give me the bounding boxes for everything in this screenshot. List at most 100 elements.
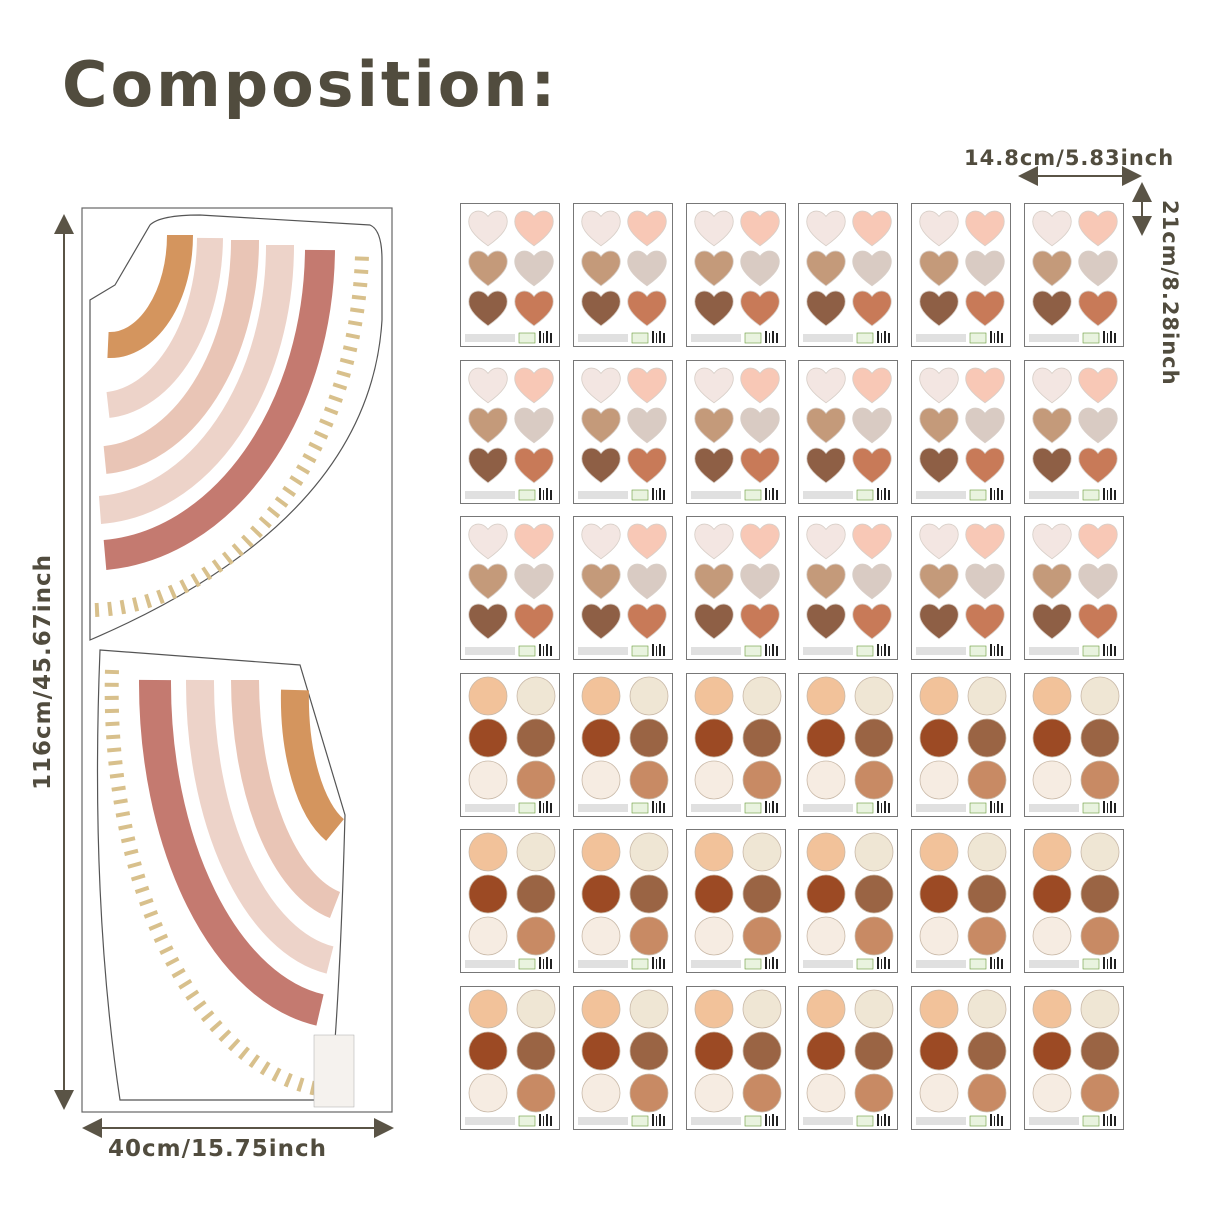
heart-sticker (627, 447, 667, 483)
sheet-label-text (577, 647, 628, 655)
sheet-label-text (803, 647, 854, 655)
heart-sticker (919, 447, 959, 483)
heart-sticker (468, 603, 508, 640)
barcode (1103, 800, 1116, 813)
brand-logo (744, 489, 761, 500)
barcode (651, 800, 665, 813)
circle-sticker-sheet (798, 672, 899, 817)
heart-sticker (919, 563, 959, 600)
heart-sticker (965, 367, 1005, 403)
circle-sticker (629, 676, 669, 715)
brand-logo (969, 489, 987, 500)
brand-logo (518, 1115, 536, 1126)
circle-sticker (629, 874, 669, 914)
circle-sticker (1080, 916, 1120, 956)
circle-sticker (1032, 718, 1072, 757)
heart-sticker (514, 290, 554, 327)
heart-sticker (514, 210, 554, 247)
sheet-label-text (690, 960, 741, 968)
circle-sticker (854, 874, 894, 914)
sheet-label-text (916, 334, 967, 342)
circle-sticker (694, 874, 733, 914)
circle-sticker (1080, 874, 1120, 914)
sheet-height-label: 21cm/8.28inch (1158, 200, 1182, 386)
circle-sticker (1032, 676, 1072, 715)
heart-sticker (581, 210, 621, 247)
heart-sticker (468, 250, 508, 287)
sheet-label-text (803, 1116, 854, 1125)
circle-sticker (1032, 832, 1072, 872)
sheet-label-text (803, 803, 854, 812)
heart-sticker (806, 603, 847, 640)
circle-sticker (806, 832, 846, 872)
heart-sticker (919, 250, 959, 287)
circle-sticker (1032, 874, 1072, 914)
heart-sticker (693, 523, 734, 560)
heart-sticker (806, 407, 847, 443)
heart-sticker (627, 250, 667, 287)
heart-sticker (514, 367, 554, 403)
brand-logo (857, 958, 874, 970)
circle-sticker (854, 916, 894, 956)
circle-sticker (854, 760, 894, 799)
heart-sticker (965, 407, 1005, 443)
circle-sticker (806, 989, 846, 1028)
circle-sticker (468, 676, 508, 715)
circle-sticker (468, 874, 508, 914)
circle-sticker (919, 989, 959, 1028)
panel-width-label: 40cm/15.75inch (108, 1136, 328, 1162)
heart-sticker (852, 603, 893, 640)
brand-logo (1082, 489, 1100, 500)
sheet-label-text (1029, 647, 1079, 655)
circle-sticker (694, 1031, 733, 1070)
circle-sticker (694, 989, 733, 1028)
barcode (764, 331, 778, 343)
circle-sticker (468, 989, 508, 1028)
heart-sticker (739, 407, 780, 443)
circle-sticker (854, 676, 894, 715)
circle-sticker (742, 989, 781, 1028)
heart-sticker (919, 290, 959, 327)
circle-sticker (854, 1073, 894, 1112)
circle-sticker-sheet (572, 985, 673, 1130)
brand-logo (518, 802, 536, 813)
circle-sticker (694, 1073, 733, 1112)
circle-sticker (468, 1031, 508, 1070)
circle-sticker (581, 832, 621, 872)
sheet-label-text (690, 1116, 741, 1125)
barcode (764, 487, 778, 500)
heart-sticker (852, 407, 893, 443)
sheet-label-text (465, 803, 515, 812)
circle-sticker (742, 1031, 781, 1070)
sheet-label-text (1029, 490, 1079, 499)
heart-sticker (919, 210, 959, 247)
heart-sticker-sheet (911, 203, 1012, 347)
circle-sticker (516, 832, 556, 872)
heart-sticker (965, 523, 1005, 560)
heart-sticker (581, 250, 621, 287)
circle-sticker (1032, 916, 1072, 956)
circle-sticker (919, 916, 959, 956)
sheet-label-text (1029, 1116, 1079, 1125)
sheet-label-text (690, 334, 741, 342)
heart-sticker-sheet (460, 203, 560, 347)
heart-sticker (693, 250, 734, 287)
heart-sticker (627, 523, 667, 560)
barcode (877, 800, 891, 813)
sheet-label-text (577, 490, 628, 499)
heart-sticker (965, 603, 1005, 640)
brand-logo (857, 802, 874, 813)
circle-sticker (806, 1073, 846, 1112)
sheet-label-text (465, 334, 515, 342)
heart-sticker (852, 447, 893, 483)
brand-logo (857, 489, 874, 500)
heart-sticker (1032, 367, 1072, 403)
barcode (990, 957, 1004, 969)
barcode (877, 957, 891, 969)
circle-sticker (919, 718, 959, 757)
sheet-label-text (803, 490, 854, 499)
heart-sticker-sheet (685, 203, 786, 347)
circle-sticker (581, 1073, 621, 1112)
heart-sticker (965, 250, 1005, 287)
